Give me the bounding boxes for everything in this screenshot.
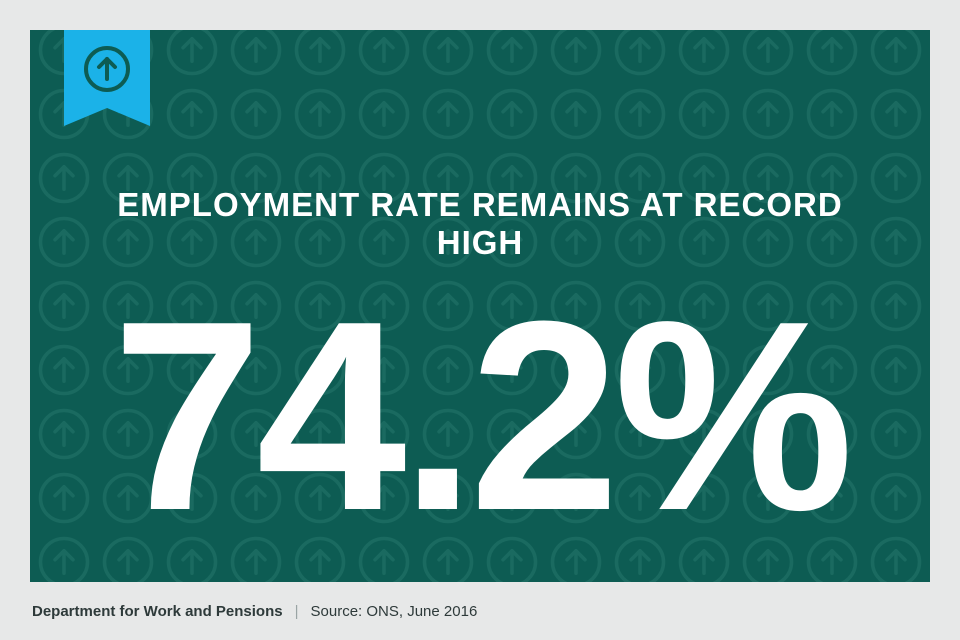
footer: Department for Work and Pensions | Sourc…: [32, 603, 477, 620]
footer-department: Department for Work and Pensions: [32, 603, 283, 620]
headline-text: EMPLOYMENT RATE REMAINS AT RECORD HIGH: [70, 186, 890, 262]
card-content: EMPLOYMENT RATE REMAINS AT RECORD HIGH 7…: [30, 186, 930, 552]
stat-card: EMPLOYMENT RATE REMAINS AT RECORD HIGH 7…: [30, 30, 930, 582]
up-arrow-circle-icon: [82, 44, 132, 94]
statistic-value: 74.2%: [70, 282, 890, 552]
ribbon-tail: [64, 108, 150, 126]
page-root: EMPLOYMENT RATE REMAINS AT RECORD HIGH 7…: [0, 0, 960, 640]
ribbon-body: [64, 30, 150, 108]
footer-separator: |: [295, 603, 299, 620]
footer-source: Source: ONS, June 2016: [311, 603, 478, 620]
ribbon-badge: [64, 30, 150, 126]
